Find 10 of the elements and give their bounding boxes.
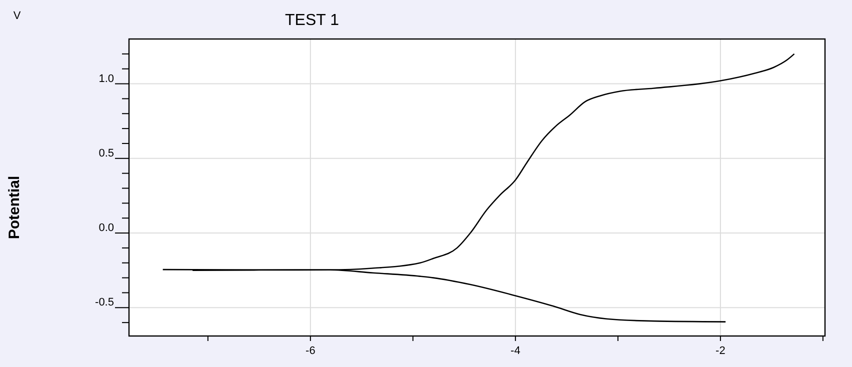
y-tick-label: 0.5 xyxy=(98,147,114,160)
y-axis-title: Potential xyxy=(6,176,23,240)
x-tick-label: -2 xyxy=(716,345,726,357)
x-tick-label: -4 xyxy=(510,345,520,357)
chart-title: TEST 1 xyxy=(285,12,340,29)
y-tick-label: 1.0 xyxy=(98,72,114,85)
text: V xyxy=(13,10,22,22)
y-tick-label: -0.5 xyxy=(95,296,114,309)
x-tick-label: -6 xyxy=(306,345,316,357)
y-tick-label: 0.0 xyxy=(98,222,114,234)
